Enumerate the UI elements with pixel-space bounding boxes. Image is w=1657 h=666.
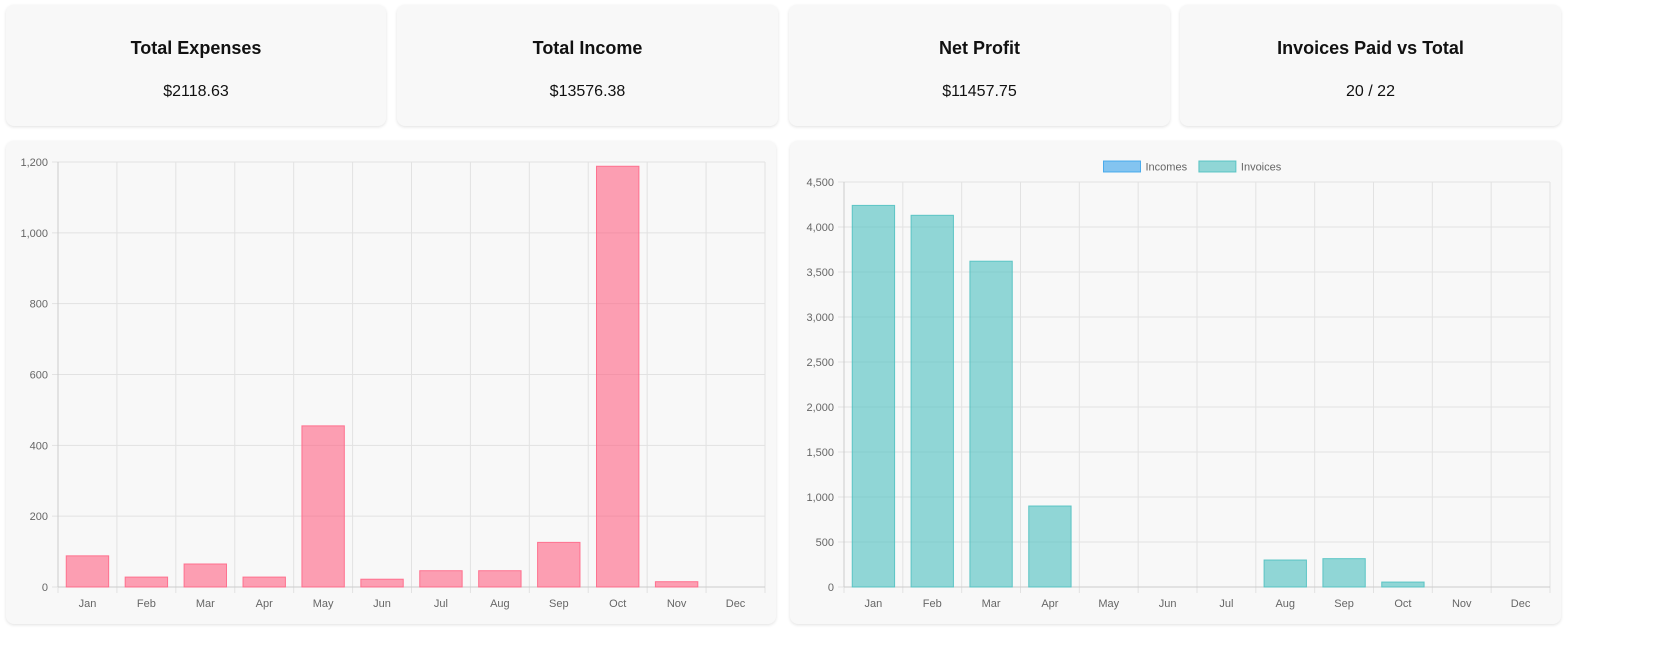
bar-invoices-aug[interactable] — [1263, 559, 1307, 588]
bar-invoices-feb[interactable] — [910, 214, 954, 588]
y-tick-label: 1,000 — [20, 228, 48, 240]
x-tick-label: Aug — [490, 598, 510, 610]
expenses-chart-card: 0 200 400 600 800 1,000 1,200 Jan Feb Mar Apr May Ju… — [6, 141, 776, 624]
stat-title: Net Profit — [939, 38, 1020, 58]
bar-expenses-nov[interactable] — [654, 581, 699, 588]
y-tick-label: 4,500 — [806, 177, 834, 189]
bar-invoices-mar[interactable] — [969, 260, 1013, 588]
bar-expenses-jan[interactable] — [65, 555, 110, 588]
bar-expenses-mar[interactable] — [183, 563, 228, 588]
y-tick-label: 2,000 — [806, 402, 834, 414]
x-tick-label: Oct — [609, 598, 626, 610]
x-tick-label: Jul — [434, 598, 448, 610]
stat-card-invoices-paid: Invoices Paid vs Total 20 / 22 — [1180, 5, 1561, 126]
y-tick-label: 1,200 — [20, 157, 48, 169]
x-tick-label: Dec — [726, 598, 746, 610]
stat-title: Total Income — [532, 38, 643, 58]
legend-swatch-incomes[interactable] — [1103, 160, 1141, 173]
bar-expenses-jul[interactable] — [419, 570, 463, 588]
x-tick-label: Apr — [256, 598, 273, 610]
stat-title: Total Expenses — [130, 38, 262, 58]
bar-invoices-jan[interactable] — [851, 204, 896, 588]
stat-card-net-profit: Net Profit $11457.75 — [789, 5, 1170, 126]
x-tick-label: May — [313, 598, 334, 610]
bar-expenses-sep[interactable] — [537, 541, 581, 588]
bar-expenses-apr[interactable] — [242, 576, 286, 588]
x-tick-label: Oct — [1394, 598, 1411, 610]
y-tick-label: 400 — [30, 440, 48, 452]
bar-invoices-oct[interactable] — [1381, 581, 1425, 588]
y-tick-label: 200 — [30, 511, 48, 523]
bar-expenses-feb[interactable] — [124, 576, 169, 588]
y-tick-label: 0 — [828, 582, 834, 594]
y-tick-label: 2,500 — [806, 357, 834, 369]
stat-value: $11457.75 — [942, 83, 1017, 100]
stat-card-total-expenses: Total Expenses $2118.63 — [6, 5, 386, 126]
x-tick-label: Nov — [1452, 598, 1472, 610]
y-tick-label: 4,000 — [806, 222, 834, 234]
expenses-bar-chart: 0 200 400 600 800 1,000 1,200 Jan Feb Mar Apr May Ju… — [20, 157, 766, 610]
x-tick-label: Sep — [1334, 598, 1354, 610]
y-tick-label: 1,500 — [806, 447, 834, 459]
y-tick-label: 500 — [816, 537, 834, 549]
y-tick-label: 1,000 — [806, 492, 834, 504]
stat-card-total-income: Total Income $13576.38 — [397, 5, 778, 126]
x-tick-label: Mar — [982, 598, 1001, 610]
bar-expenses-may[interactable] — [301, 425, 345, 588]
x-tick-label: Feb — [923, 598, 942, 610]
y-tick-label: 3,500 — [806, 267, 834, 279]
x-tick-label: Apr — [1041, 598, 1058, 610]
legend-swatch-invoices[interactable] — [1198, 160, 1237, 173]
y-tick-label: 800 — [30, 299, 48, 311]
stat-value: $13576.38 — [549, 83, 626, 100]
stat-value: $2118.63 — [163, 83, 229, 100]
x-tick-label: Dec — [1511, 598, 1531, 610]
y-tick-label: 3,000 — [806, 312, 834, 324]
stat-value: 20 / 22 — [1346, 83, 1395, 100]
x-tick-label: Sep — [549, 598, 569, 610]
x-tick-label: Jun — [1159, 598, 1177, 610]
x-tick-label: May — [1098, 598, 1119, 610]
x-tick-label: Mar — [196, 598, 215, 610]
bar-expenses-jun[interactable] — [360, 578, 404, 588]
legend-label-invoices[interactable]: Invoices — [1241, 162, 1282, 174]
income-chart-card: 0 500 1,000 1,500 2,000 2,500 3,000 3,500 4,000 4… — [790, 141, 1561, 624]
x-tick-label: Nov — [667, 598, 687, 610]
legend-label-incomes[interactable]: Incomes — [1146, 162, 1188, 174]
y-tick-label: 600 — [30, 370, 48, 382]
x-tick-label: Jan — [865, 598, 883, 610]
x-tick-label: Jul — [1219, 598, 1233, 610]
x-tick-label: Feb — [137, 598, 156, 610]
x-tick-label: Jan — [79, 598, 97, 610]
bar-expenses-aug[interactable] — [478, 570, 522, 588]
bar-invoices-apr[interactable] — [1028, 505, 1072, 588]
bar-invoices-sep[interactable] — [1322, 558, 1366, 588]
stat-title: Invoices Paid vs Total — [1277, 38, 1464, 58]
incomes-invoices-bar-chart: 0 500 1,000 1,500 2,000 2,500 3,000 3,500 4,000 4… — [806, 160, 1551, 610]
x-tick-label: Jun — [373, 598, 391, 610]
bar-expenses-oct[interactable] — [595, 165, 640, 588]
x-tick-label: Aug — [1275, 598, 1295, 610]
y-tick-label: 0 — [42, 582, 48, 594]
